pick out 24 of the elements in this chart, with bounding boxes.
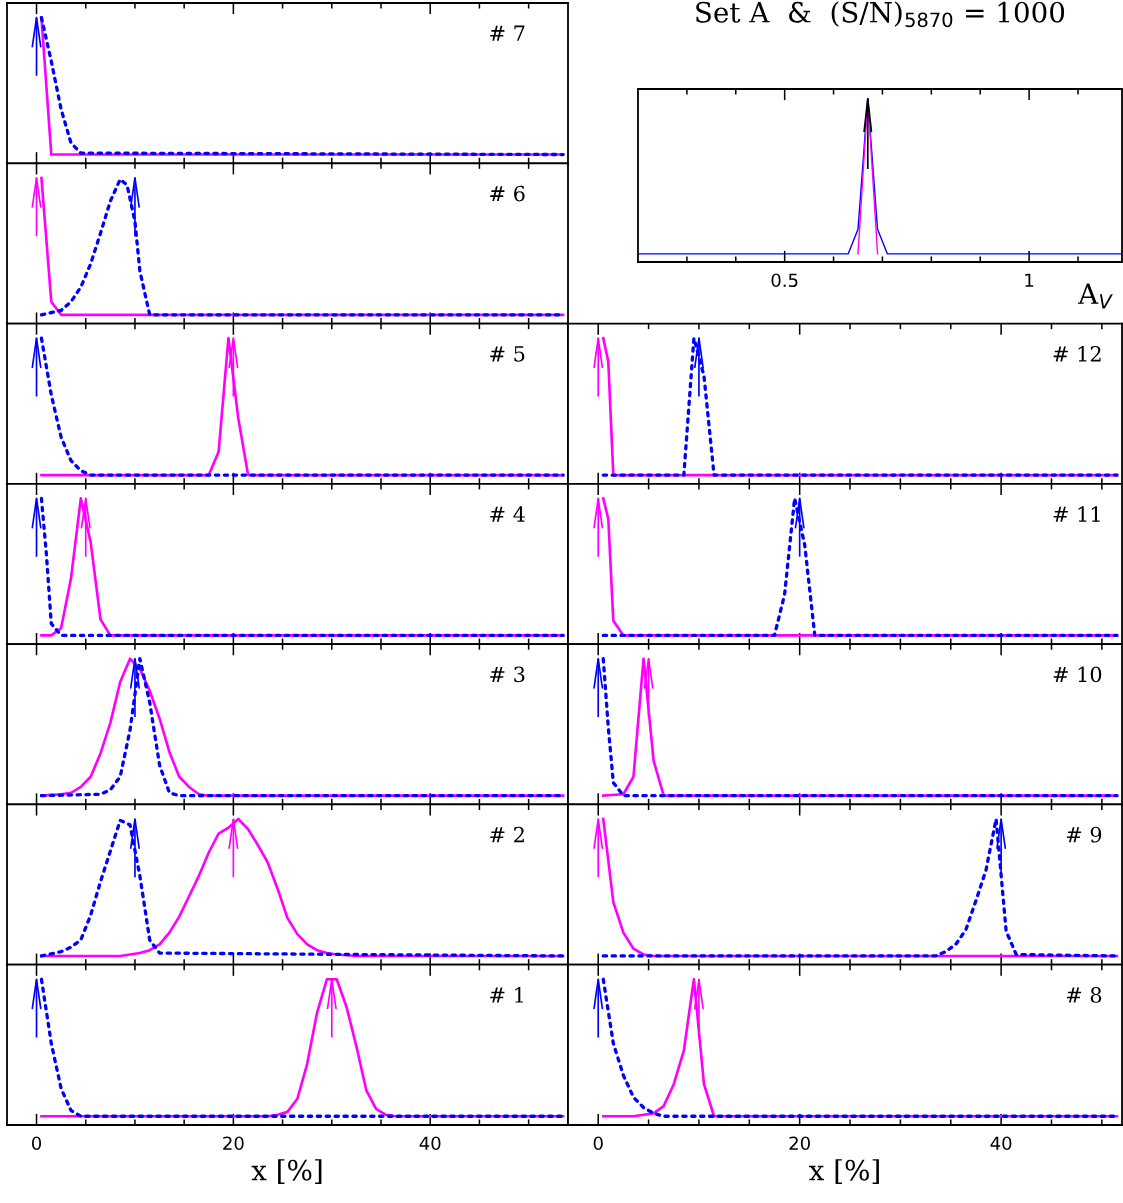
annotation: # 9: [1066, 826, 1102, 843]
x-tick-label: 20: [789, 1136, 810, 1151]
x-tick-label: 1: [1025, 273, 1034, 287]
annotation: # 11: [1053, 506, 1100, 522]
annotation: # 10: [1053, 666, 1102, 683]
x-axis-title: A$_{V}$: [1077, 283, 1113, 309]
annotation: # 1: [490, 987, 523, 1003]
annotation: # 12: [1053, 345, 1101, 362]
x-tick-label: 0.5: [771, 273, 798, 288]
x-tick-label: 0: [31, 1136, 42, 1151]
x-axis-title: x [%]: [251, 1159, 322, 1184]
x-axis-title: x [%]: [809, 1159, 879, 1184]
annotation: # 4: [490, 506, 525, 522]
x-tick-label: 40: [419, 1136, 441, 1151]
x-tick-label: 40: [990, 1136, 1012, 1151]
annotation: # 3: [490, 666, 525, 683]
x-tick-label: 0: [593, 1136, 603, 1151]
annotation: # 8: [1066, 987, 1102, 1003]
annotation: # 2: [490, 826, 524, 843]
annotation: # 6: [490, 185, 525, 202]
annotation: # 7: [490, 25, 525, 41]
x-tick-label: 20: [223, 1136, 244, 1151]
annotation: # 5: [490, 346, 525, 362]
chart-title: Set A & (S/N)$_{5870}$ = 1000: [696, 1, 1065, 28]
